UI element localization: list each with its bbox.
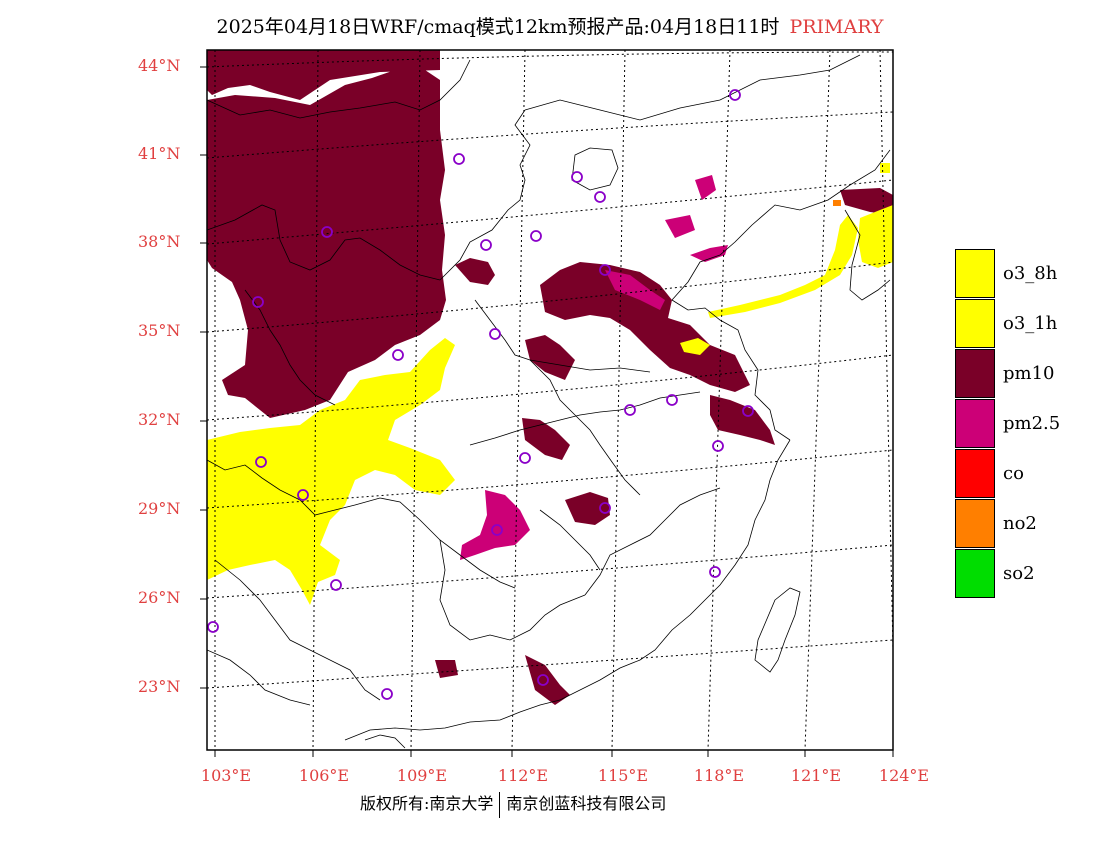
pm10-region-liaoning — [840, 188, 893, 215]
legend-label-o3-8h: o3_8h — [1003, 263, 1058, 284]
lon-label-118e: 118°E — [693, 766, 745, 785]
station-circle — [594, 191, 606, 203]
station-circle — [207, 621, 219, 633]
station-circle — [453, 153, 465, 165]
station-circle — [599, 502, 611, 514]
lat-label-26n: 26°N — [138, 588, 181, 607]
lon-label-103e: 103°E — [200, 766, 252, 785]
station-circle — [480, 239, 492, 251]
map-frame — [206, 49, 894, 751]
station-circle — [297, 489, 309, 501]
pm10-region-guangxi — [435, 660, 458, 678]
lat-label-29n: 29°N — [138, 499, 181, 518]
o3-region-shandong — [680, 338, 710, 355]
pm10-region-north-plain — [540, 262, 750, 392]
station-circle — [381, 688, 393, 700]
station-circle — [330, 579, 342, 591]
o3-region-korea-coast — [858, 205, 893, 268]
lat-label-32n: 32°N — [138, 410, 181, 429]
lat-label-41n: 41°N — [138, 144, 181, 163]
station-circle — [571, 171, 583, 183]
copyright-company: 南京创蓝科技有限公司 — [506, 794, 667, 813]
o3-region-yellowsea — [708, 215, 858, 318]
station-circle — [321, 226, 333, 238]
pm10-region-henan — [525, 335, 575, 380]
station-circle — [666, 394, 678, 406]
legend-swatch-so2 — [955, 549, 995, 598]
copyright-footer: 版权所有:南京大学 南京创蓝科技有限公司 — [360, 790, 666, 818]
station-circle — [729, 89, 741, 101]
pm10-region-northwest — [207, 50, 446, 418]
copyright-owner: 版权所有:南京大学 — [360, 794, 494, 813]
station-circle — [709, 566, 721, 578]
map-layers — [207, 50, 893, 750]
station-circle — [537, 674, 549, 686]
station-circle — [530, 230, 542, 242]
legend-label-no2: no2 — [1003, 513, 1037, 534]
lat-label-38n: 38°N — [138, 232, 181, 251]
boundaries — [207, 54, 891, 749]
station-markers — [207, 89, 754, 700]
pm25-region-shandong — [605, 270, 665, 310]
lat-label-44n: 44°N — [138, 56, 181, 75]
lon-label-106e: 106°E — [298, 766, 350, 785]
legend-swatch-o3-8h — [955, 249, 995, 298]
station-circle — [624, 404, 636, 416]
legend-label-co: co — [1003, 463, 1024, 484]
lon-label-112e: 112°E — [497, 766, 549, 785]
legend-swatch-pm25 — [955, 399, 995, 448]
legend-swatch-co — [955, 449, 995, 498]
lat-label-35n: 35°N — [138, 321, 181, 340]
station-circle — [489, 328, 501, 340]
legend-swatch-no2 — [955, 499, 995, 548]
station-circle — [712, 440, 724, 452]
station-circle — [742, 405, 754, 417]
station-circle — [252, 296, 264, 308]
no2-spot-dalian — [833, 200, 841, 206]
graticule — [207, 50, 893, 750]
pm10-region-hubei — [522, 418, 570, 460]
title-primary-tag: PRIMARY — [789, 16, 884, 38]
legend-label-so2: so2 — [1003, 563, 1035, 584]
station-circle — [255, 456, 267, 468]
pm10-region-hebei — [455, 258, 495, 285]
lon-label-121e: 121°E — [790, 766, 842, 785]
pm25-region-tianjin — [665, 215, 695, 238]
station-circle — [491, 524, 503, 536]
legend-swatch-pm10 — [955, 349, 995, 398]
station-circle — [599, 264, 611, 276]
pm25-region-hebei-coast — [690, 245, 728, 262]
lat-label-23n: 23°N — [138, 677, 181, 696]
lon-label-124e: 124°E — [878, 766, 930, 785]
copyright-separator — [499, 791, 501, 818]
pm10-region-jiangxi — [565, 492, 610, 525]
pm10-region-jiangsu — [710, 395, 775, 445]
lon-label-115e: 115°E — [597, 766, 649, 785]
legend-label-o3-1h: o3_1h — [1003, 313, 1058, 334]
legend-label-pm25: pm2.5 — [1003, 413, 1061, 434]
o3-region-southwest — [207, 338, 455, 605]
pm25-region-liaoning — [695, 175, 716, 200]
station-circle — [519, 452, 531, 464]
legend-swatch-o3-1h — [955, 299, 995, 348]
map-title: 2025年04月18日WRF/cmaq模式12km预报产品:04月18日11时 P… — [0, 12, 1100, 39]
axis-ticks — [200, 66, 894, 757]
title-text: 2025年04月18日WRF/cmaq模式12km预报产品:04月18日11时 — [216, 16, 780, 38]
lon-label-109e: 109°E — [396, 766, 448, 785]
legend-label-pm10: pm10 — [1003, 363, 1055, 384]
station-circle — [392, 349, 404, 361]
o3-region-liaodong — [880, 163, 890, 173]
